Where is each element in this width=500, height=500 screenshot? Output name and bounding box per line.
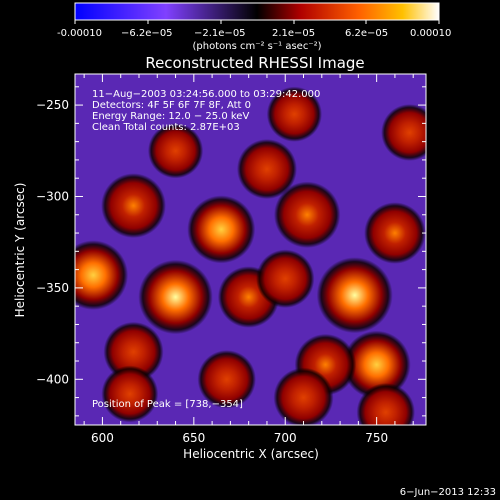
heatmap-sources (75, 86, 426, 425)
x-tick-label: 650 (182, 431, 205, 445)
colorbar-ticks (74, 20, 440, 24)
annotation-peak-position: Position of Peak = [738,−354] (92, 399, 243, 410)
heatmap-source-14 (147, 123, 204, 179)
heatmap-source-20 (256, 249, 315, 308)
y-axis-label: Heliocentric Y (arcsec) (13, 183, 27, 318)
y-tick-label: −300 (36, 189, 69, 203)
y-tick-label: −400 (36, 372, 69, 386)
x-tick-label: 600 (91, 431, 114, 445)
heatmap-source-5 (273, 181, 341, 248)
heatmap-source-2 (138, 259, 213, 335)
x-tick-label: 750 (365, 431, 388, 445)
heatmap-source-17 (101, 365, 159, 423)
x-axis-label: Heliocentric X (arcsec) (183, 447, 319, 461)
x-tick-label: 700 (274, 431, 297, 445)
heatmap-source-11 (236, 139, 297, 200)
y-tick-label: −350 (36, 281, 69, 295)
heatmap-source-10 (197, 350, 256, 409)
colorbar-tick-label-4: 2.1e−05 (272, 28, 315, 39)
heatmap-source-6 (342, 330, 411, 399)
heatmap-source-1 (316, 257, 393, 334)
colorbar-tick-label-6: 0.00010 (410, 28, 451, 39)
colorbar-tick-label-2: −6.2e−05 (121, 28, 173, 39)
heatmap-source-12 (364, 202, 426, 264)
heatmap-source-19 (273, 367, 334, 425)
colorbar-tick-label-1: -0.00010 (57, 28, 102, 39)
chart-title: Reconstructed RHESSI Image (145, 54, 364, 72)
axes: 600 650 700 750 −250 −300 −350 −400 (36, 74, 426, 445)
annotation-detectors: Detectors: 4F 5F 6F 7F 8F, Att 0 (92, 100, 251, 111)
heatmap-source-16 (266, 86, 322, 142)
heatmap-source-4 (187, 195, 256, 264)
y-tick-label: −250 (36, 98, 69, 112)
colorbar-unit-label: (photons cm⁻² s⁻¹ asec⁻²) (192, 41, 321, 52)
heatmap-source-7 (101, 173, 166, 239)
footer-date: 6−Jun−2013 12:33 (400, 487, 496, 498)
heatmap-source-15 (381, 104, 426, 161)
colorbar-tick-label-5: 6.2e−05 (345, 28, 388, 39)
heatmap-source-3 (75, 240, 129, 310)
heatmap-source-13 (103, 321, 164, 382)
heatmap-source-18 (356, 383, 415, 425)
annotation-clean-counts: Clean Total counts: 2.87E+03 (92, 122, 240, 133)
annotation-time-range: 11−Aug−2003 03:24:56.000 to 03:29:42.000 (92, 89, 320, 100)
colorbar (74, 2, 440, 21)
colorbar-tick-label-3: −2.1e−05 (194, 28, 246, 39)
plot-frame (74, 73, 427, 426)
annotation-energy-range: Energy Range: 12.0 − 25.0 keV (92, 111, 249, 122)
